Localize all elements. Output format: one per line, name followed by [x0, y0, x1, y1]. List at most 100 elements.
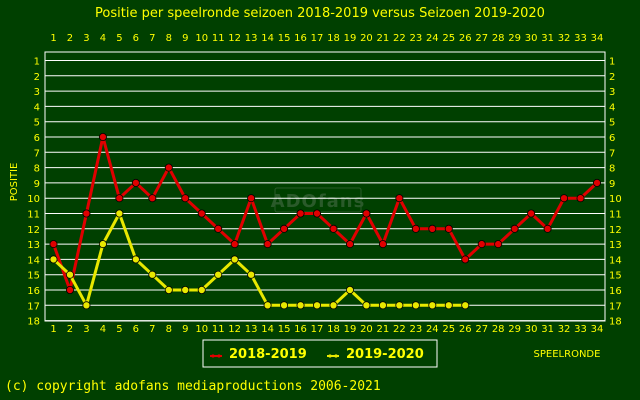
- chart-title: Positie per speelronde seizoen 2018-2019…: [95, 6, 545, 21]
- x-tick-label-top: 5: [116, 33, 122, 44]
- x-tick-label-bottom: 29: [508, 324, 521, 335]
- x-tick-label-bottom: 32: [558, 324, 571, 335]
- data-point: [280, 224, 289, 233]
- x-tick-label-bottom: 24: [426, 324, 439, 335]
- y-tick-label-right: 7: [609, 148, 615, 159]
- x-tick-label-top: 27: [475, 33, 488, 44]
- copyright-text: (c) copyright adofans mediaproductions 2…: [5, 379, 381, 394]
- x-tick-label-top: 13: [245, 33, 258, 44]
- y-tick-label-left: 16: [27, 286, 40, 297]
- x-tick-label-bottom: 26: [459, 324, 472, 335]
- x-tick-label-bottom: 21: [377, 324, 390, 335]
- data-point: [345, 285, 354, 294]
- x-tick-label-top: 33: [574, 33, 587, 44]
- y-tick-label-left: 12: [27, 225, 40, 236]
- x-tick-label-bottom: 2: [67, 324, 73, 335]
- data-point: [527, 209, 536, 218]
- x-tick-label-bottom: 15: [278, 324, 291, 335]
- legend-swatch-marker: [334, 354, 338, 358]
- x-tick-label-bottom: 3: [83, 324, 89, 335]
- legend-swatch-marker: [328, 354, 332, 358]
- x-tick-label-top: 34: [591, 33, 604, 44]
- y-tick-label-right: 11: [609, 210, 622, 221]
- y-tick-label-left: 10: [27, 194, 40, 205]
- x-tick-label-top: 1: [50, 33, 56, 44]
- y-tick-label-left: 17: [27, 301, 40, 312]
- x-tick-label-top: 10: [195, 33, 208, 44]
- x-tick-label-bottom: 25: [442, 324, 455, 335]
- y-tick-label-right: 14: [609, 255, 622, 266]
- y-tick-label-left: 5: [34, 118, 40, 129]
- x-tick-label-bottom: 12: [228, 324, 241, 335]
- x-tick-label-bottom: 16: [294, 324, 307, 335]
- x-tick-label-top: 28: [492, 33, 505, 44]
- x-tick-label-bottom: 7: [149, 324, 155, 335]
- x-tick-label-bottom: 33: [574, 324, 587, 335]
- data-point: [98, 240, 107, 249]
- data-point: [181, 194, 190, 203]
- y-tick-label-left: 2: [34, 72, 40, 83]
- data-point: [49, 240, 58, 249]
- x-tick-label-bottom: 1: [50, 324, 56, 335]
- data-point: [560, 194, 569, 203]
- data-point: [428, 224, 437, 233]
- data-point: [477, 240, 486, 249]
- x-tick-label-top: 6: [133, 33, 139, 44]
- x-tick-label-bottom: 31: [541, 324, 554, 335]
- x-tick-label-bottom: 8: [166, 324, 172, 335]
- x-tick-label-bottom: 20: [360, 324, 373, 335]
- data-point: [510, 224, 519, 233]
- x-tick-label-top: 26: [459, 33, 472, 44]
- x-tick-label-bottom: 19: [344, 324, 357, 335]
- data-point: [494, 240, 503, 249]
- data-point: [296, 209, 305, 218]
- y-tick-label-left: 15: [27, 271, 40, 282]
- series-line: [52, 135, 599, 292]
- y-tick-label-right: 9: [609, 179, 615, 190]
- y-tick-label-left: 18: [27, 317, 40, 328]
- data-point: [461, 255, 470, 264]
- y-tick-label-right: 4: [609, 102, 615, 113]
- data-point: [593, 178, 602, 187]
- y-tick-label-left: 1: [34, 57, 40, 68]
- y-tick-label-right: 1: [609, 57, 615, 68]
- y-tick-label-left: 4: [34, 102, 40, 113]
- y-tick-label-right: 12: [609, 225, 622, 236]
- x-tick-label-top: 30: [525, 33, 538, 44]
- legend-box: [202, 339, 438, 368]
- data-point: [329, 301, 338, 310]
- y-tick-label-right: 2: [609, 72, 615, 83]
- data-point: [461, 301, 470, 310]
- data-point: [280, 301, 289, 310]
- x-tick-label-top: 31: [541, 33, 554, 44]
- x-tick-label-bottom: 5: [116, 324, 122, 335]
- data-point: [181, 285, 190, 294]
- x-tick-label-bottom: 13: [245, 324, 258, 335]
- data-point: [214, 270, 223, 279]
- y-tick-label-left: 7: [34, 148, 40, 159]
- series-2019-2020: [49, 209, 470, 310]
- x-tick-label-bottom: 4: [100, 324, 106, 335]
- data-point: [115, 194, 124, 203]
- x-tick-label-top: 3: [83, 33, 89, 44]
- x-tick-label-bottom: 17: [311, 324, 324, 335]
- x-tick-label-top: 15: [278, 33, 291, 44]
- x-tick-label-top: 29: [508, 33, 521, 44]
- x-tick-label-top: 16: [294, 33, 307, 44]
- x-tick-label-top: 20: [360, 33, 373, 44]
- x-tick-label-bottom: 28: [492, 324, 505, 335]
- data-point: [148, 194, 157, 203]
- x-tick-label-top: 18: [327, 33, 340, 44]
- legend-label: 2018-2019: [229, 347, 307, 362]
- data-point: [263, 301, 272, 310]
- data-point: [197, 285, 206, 294]
- data-point: [98, 132, 107, 141]
- data-point: [115, 209, 124, 218]
- x-tick-label-top: 2: [67, 33, 73, 44]
- data-point: [411, 224, 420, 233]
- x-tick-label-top: 11: [212, 33, 225, 44]
- data-point: [313, 209, 322, 218]
- y-tick-label-right: 8: [609, 164, 615, 175]
- x-tick-label-top: 7: [149, 33, 155, 44]
